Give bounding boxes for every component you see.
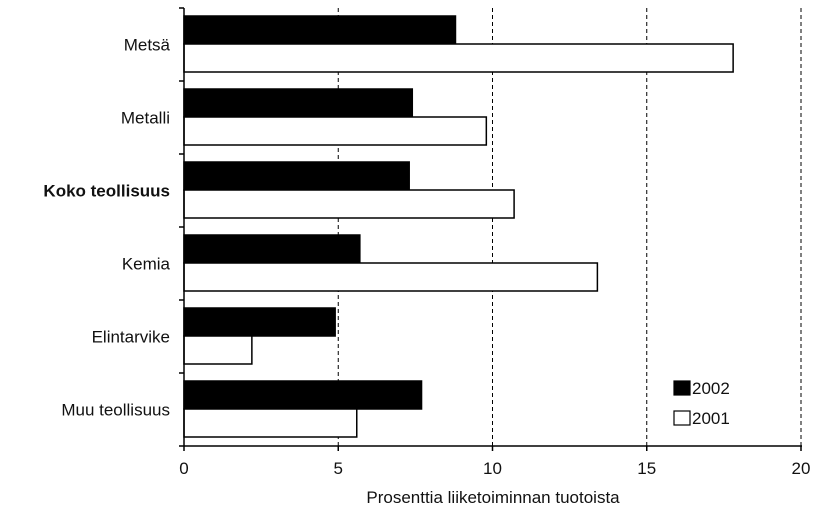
bar-2002-5	[183, 307, 336, 337]
tick-labels: 0 5 10 15 20	[179, 459, 810, 478]
gridlines	[337, 8, 802, 446]
category-label: Elintarvike	[92, 328, 170, 347]
category-label: Koko teollisuus	[43, 182, 170, 201]
legend-swatch-2002	[673, 380, 691, 396]
category-labels: Metsä Metalli Koko teollisuus Kemia Elintarv…	[43, 36, 170, 420]
bar-2001-6	[183, 408, 358, 438]
category-label: Muu teollisuus	[61, 401, 170, 420]
bar-2001-4	[183, 262, 599, 292]
bar-2002-1	[183, 15, 457, 45]
x-axis-title: Prosenttia liiketoiminnan tuotoista	[366, 488, 620, 507]
bars	[183, 15, 734, 438]
bar-2002-2	[183, 88, 414, 118]
axes	[179, 7, 802, 451]
category-label: Metsä	[124, 36, 171, 55]
bar-2002-6	[183, 380, 423, 410]
x-tick-label: 5	[334, 459, 343, 478]
x-tick-label: 20	[792, 459, 811, 478]
legend-label-2002: 2002	[692, 379, 730, 398]
x-tick-label: 0	[179, 459, 188, 478]
category-label: Kemia	[122, 255, 171, 274]
bar-2002-4	[183, 234, 361, 264]
bar-2001-5	[183, 335, 253, 365]
category-label: Metalli	[121, 109, 170, 128]
bar-2001-1	[183, 43, 734, 73]
legend-label-2001: 2001	[692, 409, 730, 428]
legend-swatch-2001	[673, 410, 691, 426]
legend: 2002 2001	[673, 379, 730, 428]
x-tick-label: 10	[483, 459, 502, 478]
bar-2001-3	[183, 189, 515, 219]
bar-2001-2	[183, 116, 488, 146]
x-tick-label: 15	[637, 459, 656, 478]
bar-2002-3	[183, 161, 410, 191]
